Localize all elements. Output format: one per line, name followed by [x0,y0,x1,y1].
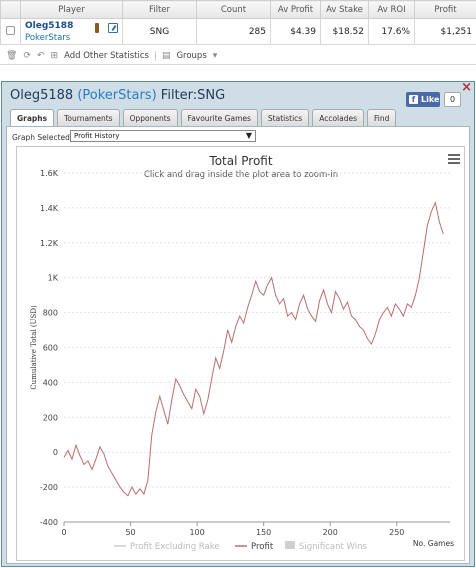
x-tick-label: 150 [256,528,271,537]
y-tick-label: 1.2K [40,239,59,248]
y-tick-label: -200 [40,483,58,492]
legend-label-profit: Profit [251,542,274,552]
row-select-cell [0,18,21,45]
chart-menu-icon[interactable] [448,154,460,164]
panel-tabs: Graphs Tournaments Opponents Favourite G… [10,109,397,126]
undo-icon[interactable]: ↶ [36,50,45,61]
y-tick-label: 1K [48,274,59,283]
add-other-statistics-button[interactable]: Add Other Statistics [64,50,149,61]
filter-cell: SNG [122,18,197,45]
y-tick-label: -400 [40,518,58,527]
groups-button[interactable]: Groups [176,50,207,61]
like-count: 0 [444,92,461,107]
edit-icon[interactable] [108,23,118,33]
chart-subtitle: Click and drag inside the plot area to z… [144,170,338,180]
like-label: Like [421,95,440,104]
tab-opponents[interactable]: Opponents [122,109,178,126]
chevron-down-icon[interactable]: ▾ [212,50,218,61]
y-tick-label: 1.6K [40,169,59,178]
table-toolbar: 🗑 ⟳ ↶ ⊞ Add Other Statistics ▤ Groups ▾ [0,47,476,65]
x-axis-label: No. Games [413,539,454,548]
header-av-profit[interactable]: Av Profit [270,0,321,19]
y-tick-label: 200 [43,413,58,422]
legend-label-sig-wins: Significant Wins [299,542,368,552]
row-checkbox[interactable] [6,25,15,35]
tab-tournaments[interactable]: Tournaments [57,109,120,126]
dropdown-caret-icon: ▼ [245,131,252,140]
x-tick-label: 200 [323,528,338,537]
header-select [0,0,21,19]
x-tick-label: 100 [189,528,204,537]
av-stake-cell: $18.52 [320,18,369,45]
refresh-icon[interactable]: ⟳ [23,50,31,61]
panel-player-name: Oleg5188 [10,88,74,103]
count-cell: 285 [196,18,271,45]
legend-label-excl-rake: Profit Excluding Rake [130,542,220,552]
profit-chart-svg[interactable]: Total Profit Click and drag inside the pl… [17,147,466,562]
graphs-tab-content: Graph Selected: Profit History ▼ Total P… [6,126,470,564]
x-tick-label: 0 [61,528,66,537]
groups-icon: ▤ [161,50,171,61]
panel-filter-text: Filter:SNG [160,88,226,103]
panel-title: Oleg5188 (PokerStars) Filter:SNG [10,88,225,103]
x-tick-label: 50 [125,528,135,537]
av-profit-cell: $4.39 [270,18,321,45]
header-filter[interactable]: Filter [122,0,197,19]
tab-find[interactable]: Find [367,109,397,126]
chart-title: Total Profit [208,154,272,168]
player-name-link[interactable]: Oleg5188 [25,21,74,31]
header-count[interactable]: Count [196,0,271,19]
close-icon[interactable]: × [461,80,472,95]
player-cell: Oleg5188 PokerStars [20,18,123,45]
table-header-row: Player Filter Count Av Profit Av Stake A… [0,0,476,19]
toolbar-divider [154,50,156,61]
header-av-roi[interactable]: Av ROI [368,0,415,19]
table-row: Oleg5188 PokerStars SNG 285 $4.39 $18.52… [0,18,476,45]
player-stats-table: Player Filter Count Av Profit Av Stake A… [0,0,476,45]
player-detail-panel: Oleg5188 (PokerStars) Filter:SNG f Like … [1,80,475,567]
graph-select-label: Graph Selected: [12,133,73,142]
tab-statistics[interactable]: Statistics [260,109,310,126]
y-tick-label: 800 [43,309,58,318]
tab-accolades[interactable]: Accolades [312,109,364,126]
facebook-icon: f [409,95,418,104]
facebook-like-button[interactable]: f Like [406,92,440,107]
tab-favourite-games[interactable]: Favourite Games [180,109,258,126]
profit-cell: $1,251 [414,18,476,45]
y-tick-label: 0 [53,448,58,457]
tab-graphs[interactable]: Graphs [10,109,55,126]
graph-select-dropdown[interactable]: Profit History ▼ [70,130,256,142]
trash-icon[interactable]: 🗑 [6,50,18,61]
header-av-stake[interactable]: Av Stake [320,0,369,19]
y-tick-label: 400 [43,378,58,387]
y-tick-label: 600 [43,344,58,353]
header-profit[interactable]: Profit [414,0,476,19]
av-roi-cell: 17.6% [368,18,415,45]
panel-player-site[interactable]: (PokerStars) [77,88,157,103]
header-player[interactable]: Player [20,0,123,19]
y-tick-label: 1.4K [40,204,59,213]
profit-chart[interactable]: Total Profit Click and drag inside the pl… [16,146,465,561]
player-site-link[interactable]: PokerStars [25,33,71,43]
legend-marker-sig-wins [285,541,295,549]
add-stats-icon[interactable]: ⊞ [50,50,59,61]
x-tick-label: 250 [389,528,404,537]
graph-select-value: Profit History [74,132,120,140]
y-axis-label: Cumulative Total (USD) [30,305,38,390]
profit-series-line [63,201,444,497]
bottle-icon[interactable] [95,23,100,33]
